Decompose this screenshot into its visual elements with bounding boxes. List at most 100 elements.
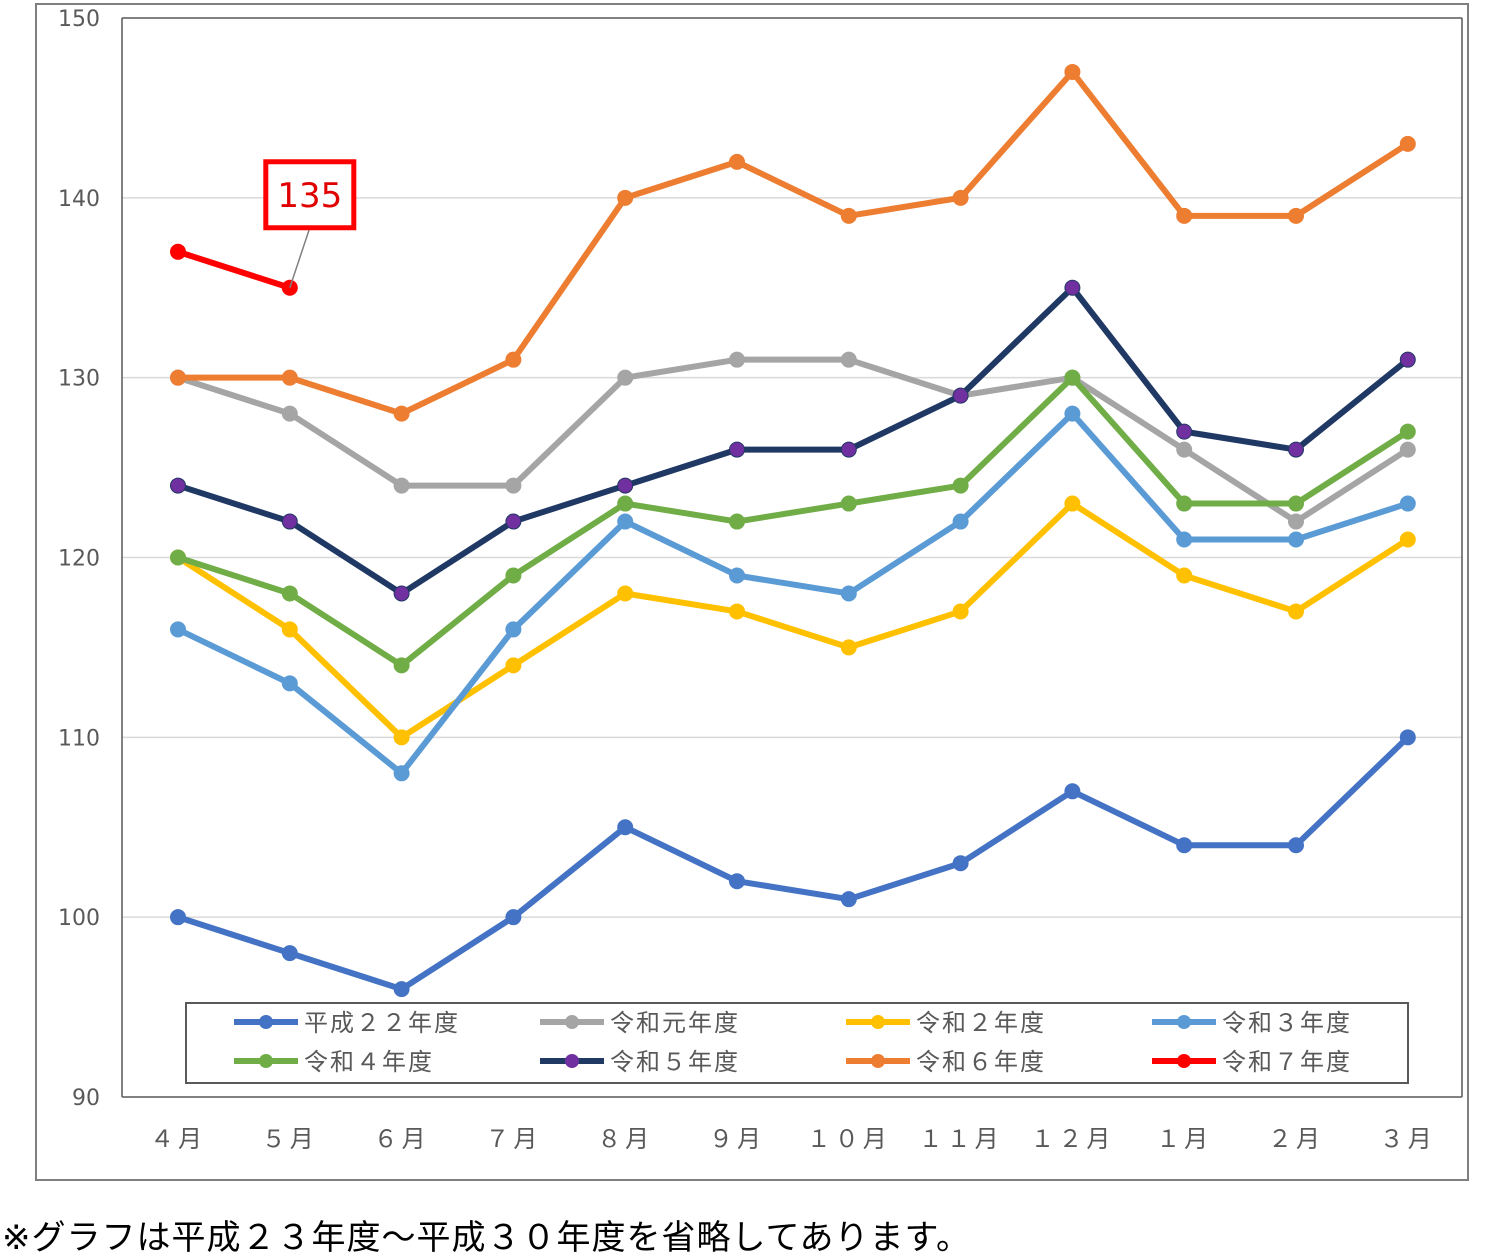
y-axis-ticks: 90 100 110 120 130 140 150 xyxy=(58,7,100,1111)
y-tick-label: 120 xyxy=(58,547,100,572)
x-tick-label: ２月 xyxy=(1268,1125,1324,1153)
data-point xyxy=(505,909,522,926)
series-line xyxy=(175,374,1411,669)
data-point xyxy=(393,657,410,674)
legend-label: 令和４年度 xyxy=(304,1048,434,1076)
data-point xyxy=(729,351,745,368)
callout-box xyxy=(263,159,357,231)
data-point xyxy=(1176,423,1193,440)
data-point xyxy=(1399,495,1416,512)
data-point xyxy=(729,603,745,620)
data-point xyxy=(1288,513,1304,530)
x-tick-label: ７月 xyxy=(485,1125,541,1153)
data-point xyxy=(1176,837,1193,854)
y-tick-label: 110 xyxy=(58,726,100,751)
series-line xyxy=(175,734,1411,993)
gridlines xyxy=(122,197,1462,1098)
y-tick-label: 130 xyxy=(58,367,100,392)
x-tick-label: １１月 xyxy=(919,1125,1003,1153)
data-point xyxy=(170,549,186,566)
data-point xyxy=(170,909,186,926)
legend-swatch-marker xyxy=(565,1054,579,1068)
series-line xyxy=(175,410,1411,777)
legend-label: 令和２年度 xyxy=(916,1009,1046,1037)
legend-label: 平成２２年度 xyxy=(304,1009,460,1037)
legend-swatch-marker xyxy=(1177,1015,1191,1029)
data-point xyxy=(840,207,857,224)
data-point xyxy=(840,639,857,656)
legend-swatch-marker xyxy=(1177,1054,1191,1068)
x-tick-label: １月 xyxy=(1156,1125,1212,1153)
legend-label: 令和５年度 xyxy=(610,1048,740,1076)
series-4 xyxy=(170,369,1416,674)
data-point xyxy=(393,405,410,422)
data-point xyxy=(729,153,745,170)
series-0 xyxy=(170,729,1416,998)
legend-swatch-marker xyxy=(871,1054,885,1068)
data-point xyxy=(1176,567,1193,584)
y-tick-label: 140 xyxy=(58,187,100,212)
data-point xyxy=(1176,441,1193,458)
data-point xyxy=(170,243,186,260)
annotation-layer: 135 xyxy=(263,159,357,288)
data-point xyxy=(170,477,186,494)
data-point xyxy=(617,819,634,836)
legend-swatch-marker xyxy=(259,1054,273,1068)
data-point xyxy=(170,369,186,386)
legend-item: 令和２年度 xyxy=(846,1009,1046,1037)
data-point xyxy=(840,351,857,368)
data-point xyxy=(952,189,969,206)
data-point xyxy=(281,621,298,638)
data-point xyxy=(393,765,410,782)
data-point xyxy=(281,945,298,962)
legend-label: 令和３年度 xyxy=(1222,1009,1352,1037)
data-point xyxy=(393,477,410,494)
footnote: ※グラフは平成２３年度～平成３０年度を省略してあります。 xyxy=(2,1218,972,1258)
data-point xyxy=(840,585,857,602)
data-point xyxy=(505,621,522,638)
data-point xyxy=(617,477,634,494)
legend-item: 令和元年度 xyxy=(540,1009,740,1037)
data-point xyxy=(281,369,298,386)
data-point xyxy=(1399,423,1416,440)
data-point xyxy=(617,495,634,512)
series-line xyxy=(175,68,1411,417)
legend-box xyxy=(185,1002,1409,1084)
data-point xyxy=(1399,729,1416,746)
legend-item: 令和６年度 xyxy=(846,1048,1044,1076)
data-point xyxy=(952,387,969,404)
x-axis-ticks: ４月 ５月 ６月 ７月 ８月 ９月 １０月 １１月 １２月 １月 ２月 ３月 xyxy=(150,1125,1432,1153)
data-point xyxy=(1064,63,1081,80)
data-point xyxy=(170,621,186,638)
data-point xyxy=(505,513,522,530)
line-chart: 90 100 110 120 130 140 150 ４月 ５月 ６月 ７月 ８月 ９月 １０月 １１月 １… xyxy=(35,3,1469,1181)
data-point xyxy=(1176,531,1193,548)
data-point xyxy=(1288,495,1304,512)
y-tick-label: 90 xyxy=(72,1086,100,1111)
data-point xyxy=(393,981,410,998)
data-point xyxy=(1064,783,1081,800)
data-point xyxy=(729,873,745,890)
data-point xyxy=(729,441,745,458)
data-point xyxy=(617,189,634,206)
legend-swatch-marker xyxy=(871,1015,885,1029)
x-tick-label: ８月 xyxy=(597,1125,653,1153)
series-line xyxy=(175,356,1411,525)
legend-label: 令和元年度 xyxy=(610,1009,740,1037)
data-point xyxy=(1064,279,1081,296)
data-point xyxy=(1064,405,1081,422)
data-point xyxy=(952,603,969,620)
x-tick-label: ５月 xyxy=(262,1125,318,1153)
data-point xyxy=(617,585,634,602)
series-6 xyxy=(170,63,1416,422)
legend-label: 令和７年度 xyxy=(1222,1048,1352,1076)
data-point xyxy=(281,675,298,692)
x-tick-label: １０月 xyxy=(807,1125,891,1153)
data-point xyxy=(1399,351,1416,368)
data-point xyxy=(952,477,969,494)
data-point xyxy=(1288,441,1304,458)
legend-item: 令和３年度 xyxy=(1152,1009,1352,1037)
x-tick-label: ４月 xyxy=(150,1125,206,1153)
data-point xyxy=(281,405,298,422)
legend-item: 令和７年度 xyxy=(1152,1048,1352,1076)
